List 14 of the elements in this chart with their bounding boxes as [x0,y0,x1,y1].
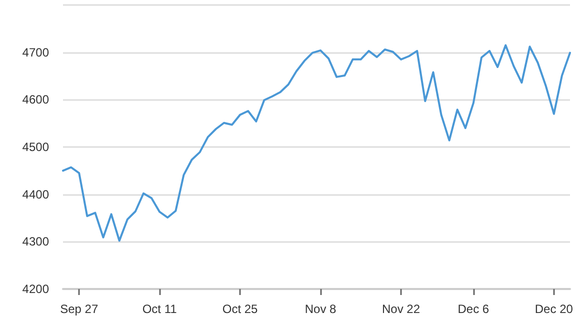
x-tick-label: Oct 25 [222,302,258,316]
y-tick-label: 4200 [22,282,50,296]
x-tick-label: Dec 6 [458,302,490,316]
x-tick-label: Nov 22 [382,302,420,316]
y-tick-label: 4700 [22,45,50,60]
x-tick-label: Nov 8 [304,302,337,316]
line-series [62,44,571,242]
y-tick-label: 4600 [22,92,50,107]
x-tick-label: Oct 11 [142,302,178,316]
y-tick-label: 4400 [22,187,50,202]
y-tick-label: 4500 [22,140,50,154]
x-tick-label: Dec 20 [534,302,574,316]
y-tick-label: 4300 [22,234,50,249]
x-tick-label: Sep 27 [60,302,98,316]
